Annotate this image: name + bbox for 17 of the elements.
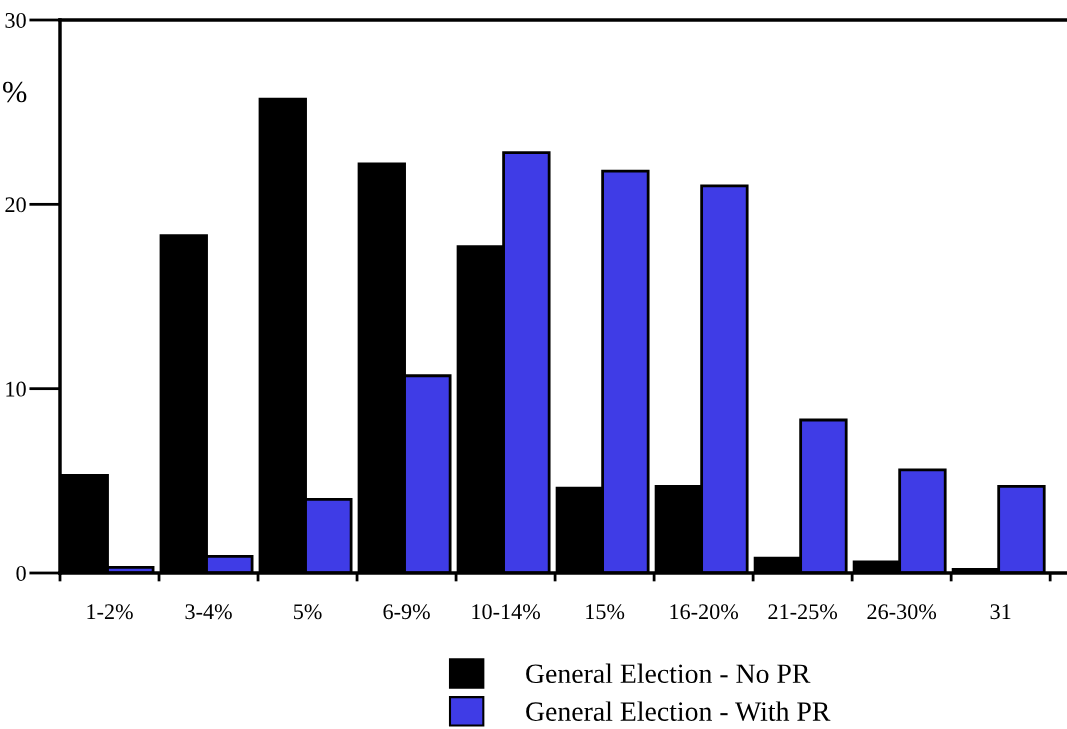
- x-tick-label: 16-20%: [670, 604, 739, 620]
- x-tick-label: 26-30%: [867, 604, 937, 620]
- y-tick-label: 30: [5, 12, 26, 28]
- legend-label: General Election - No PR: [526, 663, 811, 684]
- x-tick-label: 31: [990, 604, 1011, 620]
- x-tick-label: 6-9%: [383, 604, 430, 620]
- x-tick-label: 1-2%: [87, 604, 133, 620]
- x-tick-label: 10-14%: [472, 604, 540, 620]
- legend-label: General Election - With PR: [526, 701, 831, 722]
- y-tick-label: 0: [16, 565, 26, 581]
- x-tick-label: 21-25%: [768, 604, 838, 620]
- x-tick-label: 15%: [586, 604, 625, 620]
- y-axis-title: %: [3, 81, 27, 103]
- y-tick-label: 20: [5, 197, 26, 213]
- y-tick-label: 10: [6, 381, 26, 397]
- x-tick-label: 5%: [294, 604, 322, 620]
- x-tick-label: 3-4%: [185, 604, 232, 620]
